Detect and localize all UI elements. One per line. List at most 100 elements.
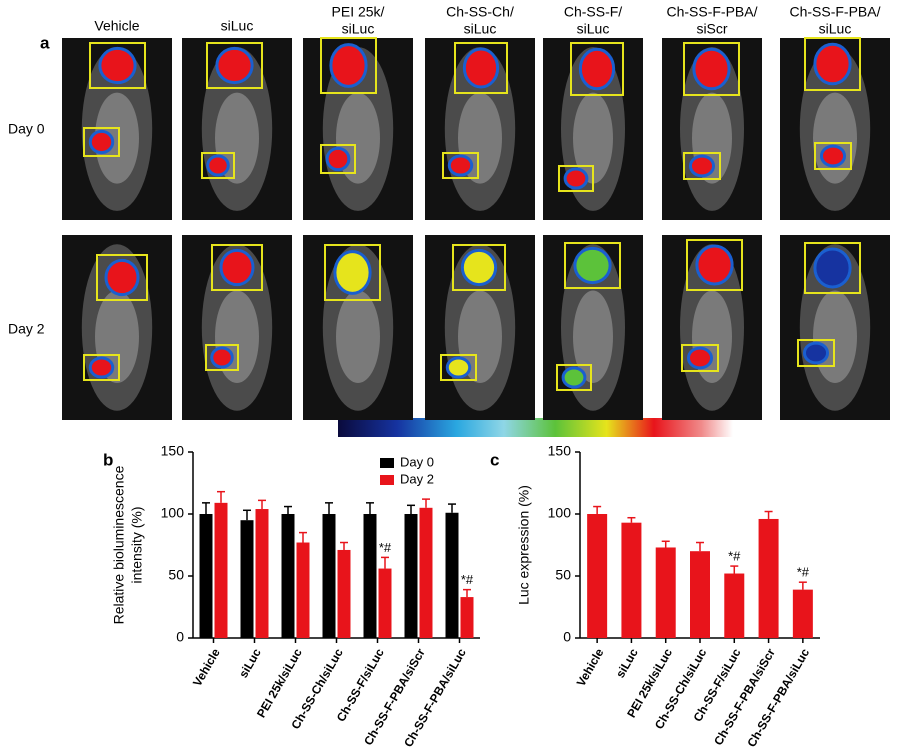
roi-box	[454, 42, 508, 94]
legend-label: Day 2	[400, 471, 434, 486]
signal	[88, 129, 115, 155]
signal	[88, 356, 115, 379]
legend-label: Day 0	[400, 454, 434, 469]
column-header: siScr	[696, 21, 727, 37]
signal	[445, 356, 472, 379]
bar	[240, 520, 254, 638]
signal	[462, 47, 500, 89]
roi-box	[558, 165, 594, 192]
significance-label: *#	[797, 565, 810, 580]
bar	[792, 589, 813, 638]
x-tick-label: Vehicle	[190, 646, 223, 689]
y-axis-label: Relative bioluminescence	[111, 465, 127, 624]
column-header: Ch-SS-Ch/	[446, 4, 514, 20]
bar	[337, 549, 351, 638]
bar	[199, 514, 213, 638]
mouse-body-light	[813, 290, 857, 383]
column-header: PEI 25k/	[332, 4, 385, 20]
y-tick-label: 50	[168, 567, 184, 583]
row-label: Day 0	[8, 121, 45, 137]
roi-box	[206, 42, 263, 89]
y-axis-label: intensity (%)	[129, 506, 145, 583]
bar	[404, 514, 418, 638]
panel-label: b	[103, 450, 113, 469]
x-tick-label: Ch-SS-F-PBA/siScr	[711, 646, 778, 748]
roi-box	[205, 344, 239, 371]
x-tick-label: Ch-SS-F-PBA/siLuc	[744, 646, 812, 748]
y-axis-label: Luc expression (%)	[516, 485, 532, 605]
signal	[329, 43, 368, 88]
roi-box	[683, 42, 740, 96]
roi-box	[564, 242, 621, 289]
signal	[813, 247, 852, 289]
bar	[214, 502, 228, 638]
mouse-body-light	[458, 290, 502, 383]
row-label: Day 2	[8, 321, 45, 337]
column-header: Ch-SS-F-PBA/	[666, 4, 757, 20]
significance-label: *#	[728, 549, 741, 564]
signal	[104, 258, 140, 297]
bar	[281, 514, 295, 638]
bar	[378, 568, 392, 638]
roi-box	[83, 354, 120, 381]
roi-box	[683, 152, 721, 180]
column-header: siLuc	[819, 21, 852, 37]
signal	[692, 47, 731, 91]
legend-swatch	[380, 475, 394, 485]
roi-box	[804, 37, 861, 91]
roi-box	[96, 254, 148, 301]
x-tick-label: siLuc	[236, 646, 264, 680]
roi-box	[211, 244, 263, 291]
roi-box	[804, 242, 861, 294]
roi-box	[201, 152, 235, 179]
mouse-body-light	[336, 290, 380, 383]
signal	[215, 46, 254, 85]
column-header: Vehicle	[94, 18, 139, 34]
signal	[206, 154, 230, 177]
panel-label: c	[490, 450, 499, 469]
roi-box	[570, 42, 624, 96]
mouse-body-light	[573, 92, 613, 184]
signal	[688, 154, 716, 178]
roi-box	[442, 152, 479, 179]
bar	[724, 573, 745, 638]
roi-box	[89, 42, 146, 89]
column-header: siLuc	[221, 18, 254, 34]
roi-box	[440, 354, 477, 381]
bar	[621, 522, 642, 638]
signal	[333, 250, 372, 295]
significance-label: *#	[461, 572, 474, 587]
bar	[363, 514, 377, 638]
roi-box	[686, 239, 743, 291]
mouse-body-light	[573, 290, 613, 383]
bar	[758, 518, 779, 638]
roi-box	[320, 144, 356, 174]
bar	[255, 509, 269, 638]
bar	[460, 597, 474, 638]
column-header: siLuc	[577, 21, 610, 37]
panel-label: a	[40, 33, 50, 52]
x-tick-label: Vehicle	[574, 646, 607, 689]
signal	[813, 42, 852, 86]
signal	[578, 47, 616, 91]
signal	[98, 46, 137, 85]
y-tick-label: 100	[548, 505, 572, 521]
column-header: Ch-SS-F/	[564, 4, 622, 20]
roi-box	[452, 244, 506, 291]
signal	[563, 167, 589, 190]
y-tick-label: 0	[176, 629, 184, 645]
signal	[325, 146, 351, 172]
mouse-body-light	[95, 92, 139, 184]
bar	[419, 507, 433, 638]
y-tick-label: 0	[563, 629, 571, 645]
roi-box	[797, 339, 835, 367]
signal	[802, 341, 830, 365]
signal	[219, 248, 255, 287]
column-header: siLuc	[342, 21, 375, 37]
column-header: siLuc	[464, 21, 497, 37]
significance-label: *#	[379, 540, 392, 555]
legend-swatch	[380, 458, 394, 468]
